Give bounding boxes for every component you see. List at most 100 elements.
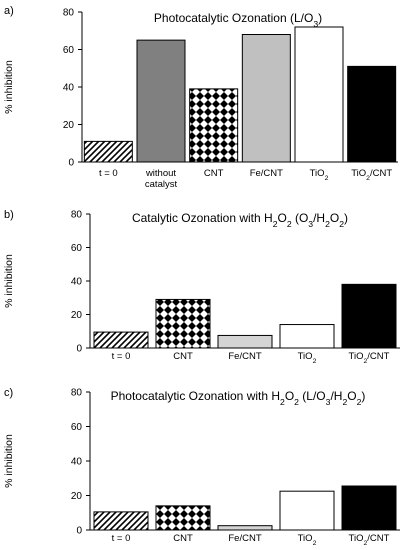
- title-part: Photocatalytic Ozonation with H: [111, 389, 280, 403]
- title-part: ): [344, 211, 348, 225]
- y-tick-label: 60: [71, 422, 83, 433]
- title-subscript: 2: [339, 219, 344, 229]
- category-text: Fe/CNT: [228, 533, 261, 544]
- bar: [341, 283, 397, 349]
- chart-panel-b: b) Catalytic Ozonation with H2O2 (O3/H2O2…: [0, 190, 418, 370]
- title-subscript: 3: [313, 19, 318, 29]
- y-tick-label: 60: [71, 243, 83, 254]
- category-tail: /CNT: [370, 168, 392, 179]
- category-text: t = 0: [99, 168, 118, 179]
- category-text: TiO: [310, 168, 325, 179]
- y-tick-label: 80: [71, 388, 83, 399]
- title-part: ): [361, 389, 365, 403]
- category-text: TiO: [298, 533, 313, 544]
- category-text: CNT: [173, 533, 193, 544]
- chart-title: Photocatalytic Ozonation (L/O3): [154, 11, 322, 29]
- x-tick-label: Fe/CNT: [228, 351, 261, 362]
- title-subscript: 3: [308, 219, 313, 229]
- category-subscript: 2: [313, 540, 317, 547]
- category-text: CNT: [204, 168, 224, 179]
- category-subscript: 2: [363, 358, 367, 365]
- x-tick-label: CNT: [204, 168, 224, 179]
- x-tick-label: CNT: [173, 533, 193, 544]
- panel-label: b): [4, 209, 14, 221]
- bar: [347, 65, 397, 163]
- category-text: t = 0: [112, 351, 131, 362]
- y-axis-label: % inhibition: [3, 254, 15, 308]
- y-tick-label: 20: [63, 120, 75, 131]
- x-tick-label: t = 0: [112, 533, 131, 544]
- bar: [93, 331, 149, 349]
- category-subscript: 2: [363, 540, 367, 547]
- x-tick-label: TiO2: [298, 351, 317, 365]
- bar: [279, 324, 335, 349]
- bar: [341, 485, 397, 531]
- x-tick-label: TiO2: [298, 533, 317, 547]
- y-tick-label: 20: [71, 310, 83, 321]
- bar: [93, 511, 149, 531]
- title-subscript: 3: [326, 397, 331, 407]
- x-tick-label-line2: catalyst: [145, 179, 178, 190]
- chart-title: Catalytic Ozonation with H2O2 (O3/H2O2): [132, 211, 348, 229]
- chart-a-svg: a) Photocatalytic Ozonation (L/O3) % inhib…: [3, 5, 398, 190]
- title-subscript: 2: [287, 219, 292, 229]
- y-tick-label: 0: [68, 158, 74, 169]
- title-part: O: [277, 211, 286, 225]
- chart-panel-a: a) Photocatalytic Ozonation (L/O3) % inhib…: [0, 0, 418, 190]
- bar: [279, 490, 335, 531]
- y-tick-label: 60: [63, 45, 75, 56]
- x-tick-label: CNT: [173, 351, 193, 362]
- category-text: TiO: [349, 351, 364, 362]
- bar: [217, 525, 273, 531]
- x-tick-label: TiO2/CNT: [349, 533, 390, 547]
- category-tail: /CNT: [367, 351, 389, 362]
- y-tick-label: 80: [63, 8, 75, 19]
- bar: [155, 505, 211, 531]
- x-tick-label: TiO2: [310, 168, 329, 182]
- y-tick-label: 40: [71, 277, 83, 288]
- chart-c-svg: c) Photocatalytic Ozonation with H2O2 (L/…: [3, 387, 400, 547]
- category-subscript: 2: [366, 175, 370, 182]
- y-tick-label: 0: [76, 344, 82, 355]
- category-text: without: [145, 168, 176, 179]
- y-axis-label: % inhibition: [3, 434, 15, 488]
- title-part: O: [330, 211, 339, 225]
- category-tail: /CNT: [367, 533, 389, 544]
- title-part: Photocatalytic Ozonation (L/O: [154, 11, 313, 25]
- x-tick-label: TiO2/CNT: [351, 168, 392, 182]
- panel-label: c): [4, 387, 13, 399]
- bar: [294, 26, 344, 163]
- title-subscript: 2: [280, 397, 285, 407]
- title-subscript: 2: [294, 397, 299, 407]
- chart-b-svg: b) Catalytic Ozonation with H2O2 (O3/H2O2…: [3, 209, 400, 365]
- title-subscript: 2: [273, 219, 278, 229]
- title-part: /H: [313, 211, 325, 225]
- x-tick-label: t = 0: [112, 351, 131, 362]
- title-subscript: 2: [342, 397, 347, 407]
- x-tick-label: Fe/CNT: [250, 168, 283, 179]
- title-part: (O: [292, 211, 309, 225]
- y-tick-label: 20: [71, 491, 83, 502]
- category-subscript: 2: [313, 358, 317, 365]
- category-text: Fe/CNT: [228, 351, 261, 362]
- x-tick-label: without: [145, 168, 176, 179]
- category-text: TiO: [351, 168, 366, 179]
- x-tick-label: TiO2/CNT: [349, 351, 390, 365]
- bar: [241, 34, 291, 163]
- category-text: t = 0: [112, 533, 131, 544]
- chart-title: Photocatalytic Ozonation with H2O2 (L/O3…: [111, 389, 366, 407]
- y-tick-label: 0: [76, 526, 82, 537]
- y-tick-label: 40: [63, 83, 75, 94]
- title-part: Catalytic Ozonation with H: [132, 211, 273, 225]
- category-text: TiO: [298, 351, 313, 362]
- title-part: O: [347, 389, 356, 403]
- chart-panel-c: c) Photocatalytic Ozonation with H2O2 (L/…: [0, 370, 418, 550]
- bar: [189, 88, 239, 163]
- bar: [217, 334, 273, 349]
- y-axis-label: % inhibition: [3, 60, 15, 114]
- y-tick-label: 80: [71, 210, 83, 221]
- title-part: /H: [330, 389, 342, 403]
- title-subscript: 2: [357, 397, 362, 407]
- category-text: Fe/CNT: [250, 168, 283, 179]
- panel-label: a): [4, 5, 14, 17]
